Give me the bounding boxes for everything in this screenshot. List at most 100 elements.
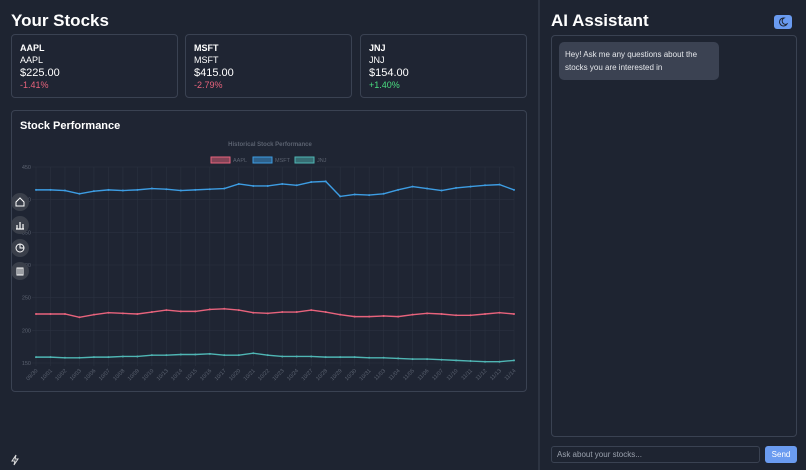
point [136, 313, 139, 315]
point [92, 356, 95, 359]
x-tick-label: 10/27 [301, 368, 315, 382]
point [382, 356, 385, 359]
point [223, 354, 226, 357]
send-button[interactable]: Send [765, 446, 797, 463]
point [310, 181, 313, 184]
point [179, 189, 182, 192]
point [440, 313, 443, 315]
point [281, 182, 284, 185]
point [513, 188, 515, 191]
stock-card[interactable]: MSFT MSFT $415.00 -2.79% [185, 34, 352, 98]
theme-toggle[interactable] [774, 15, 792, 29]
chat-input[interactable]: Ask about your stocks... [551, 446, 760, 463]
store-button[interactable] [11, 262, 29, 280]
point [368, 356, 371, 359]
point [310, 355, 313, 358]
y-tick-label: 250 [22, 296, 31, 302]
pie-button[interactable] [11, 239, 29, 257]
bolt-icon[interactable] [9, 454, 21, 466]
point [92, 313, 95, 316]
point [35, 188, 37, 191]
point [368, 315, 371, 318]
point [484, 360, 487, 363]
chart-title: Historical Stock Performance [228, 142, 312, 148]
point [455, 186, 458, 189]
section-title: Stock Performance [20, 120, 121, 132]
point [426, 187, 429, 190]
left-panel [538, 0, 540, 470]
point [310, 309, 313, 312]
point [63, 313, 66, 315]
legend-swatch [210, 156, 231, 164]
point [339, 356, 342, 359]
point [223, 307, 226, 310]
point [426, 358, 429, 361]
point [411, 185, 414, 188]
point [281, 311, 284, 314]
stock-card[interactable]: AAPL AAPL $225.00 -1.41% [11, 34, 178, 98]
chart-button[interactable] [11, 216, 29, 234]
point [78, 316, 81, 319]
x-tick-label: 09/30 [25, 368, 39, 382]
point [382, 192, 385, 195]
point [107, 356, 110, 359]
x-tick-label: 11/04 [388, 368, 402, 382]
x-tick-label: 10/28 [315, 368, 329, 382]
point [353, 315, 356, 318]
point [252, 184, 255, 187]
stock-card[interactable]: JNJ JNJ $154.00 +1.40% [360, 34, 527, 98]
point [411, 313, 414, 316]
line [36, 352, 515, 363]
point [121, 355, 124, 358]
point [78, 192, 81, 195]
point [295, 184, 298, 187]
point [49, 356, 52, 359]
point [484, 184, 487, 187]
point [237, 354, 240, 357]
point [223, 187, 226, 190]
x-tick-label: 10/09 [127, 368, 141, 382]
point [150, 187, 153, 190]
legend-label: AAPL [233, 158, 247, 164]
legend-swatch [294, 156, 315, 164]
home-button[interactable] [11, 193, 29, 211]
point [324, 180, 327, 183]
x-tick-label: 11/12 [475, 368, 489, 382]
point [194, 188, 197, 191]
x-tick-label: 10/08 [112, 368, 126, 382]
y-tick-label: 450 [22, 165, 31, 171]
x-tick-label: 10/15 [185, 368, 199, 382]
point [455, 359, 458, 362]
point [368, 194, 371, 197]
point [165, 354, 168, 357]
point [295, 311, 298, 314]
x-tick-label: 11/13 [489, 368, 503, 382]
point [165, 309, 168, 312]
x-tick-label: 10/14 [170, 368, 184, 382]
x-tick-label: 10/02 [54, 368, 68, 382]
stock-price: $415.00 [194, 67, 234, 79]
point [324, 356, 327, 359]
point [92, 190, 95, 193]
point [266, 354, 269, 357]
x-tick-label: 10/24 [286, 368, 300, 382]
point [353, 193, 356, 196]
point [440, 358, 443, 361]
chart: Historical Stock Performance150200250300… [22, 142, 518, 382]
point [397, 315, 400, 318]
x-tick-label: 10/01 [40, 368, 54, 382]
point [440, 189, 443, 192]
legend-label: MSFT [275, 158, 291, 164]
point [498, 311, 501, 314]
stock-name: AAPL [20, 55, 44, 65]
chat-message: Hey! Ask me any questions about the stoc… [559, 42, 719, 80]
point [469, 360, 472, 363]
point [136, 355, 139, 358]
point [382, 314, 385, 317]
x-tick-label: 10/13 [156, 368, 170, 382]
stock-symbol: AAPL [20, 43, 45, 53]
point [498, 360, 501, 363]
point [194, 353, 197, 356]
point [121, 312, 124, 315]
point [136, 188, 139, 191]
